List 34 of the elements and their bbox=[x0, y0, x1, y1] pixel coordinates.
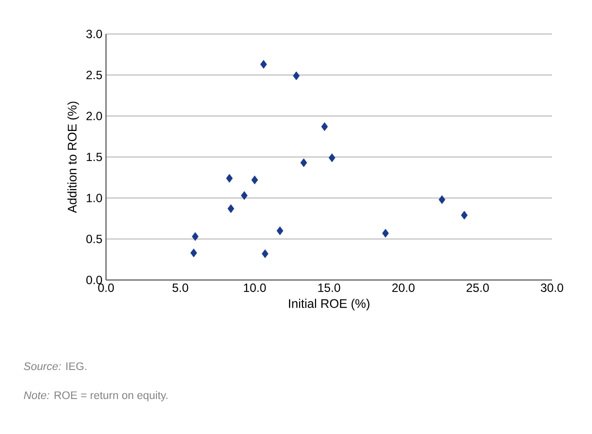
point bbox=[262, 249, 268, 258]
point bbox=[192, 232, 199, 241]
x-tick-label: 30.0 bbox=[540, 284, 564, 292]
point bbox=[321, 122, 328, 132]
x-tick-label: 15.0 bbox=[318, 284, 340, 292]
x-tick-label: 10.0 bbox=[244, 284, 266, 292]
point bbox=[251, 176, 258, 184]
point bbox=[276, 226, 284, 236]
point bbox=[190, 248, 198, 258]
y-tick-label: 2.5 bbox=[86, 70, 102, 80]
x-tick-label: 5.0 bbox=[172, 284, 188, 292]
point bbox=[382, 228, 389, 238]
point bbox=[328, 153, 336, 162]
y-tick-label: 1.0 bbox=[86, 194, 102, 202]
point bbox=[226, 174, 233, 183]
x-tick-label: 0.0 bbox=[98, 284, 114, 292]
y-tick-label: 3.0 bbox=[86, 30, 102, 38]
text: Note: ROE = return on equity. bbox=[24, 391, 168, 402]
point bbox=[228, 204, 234, 214]
point bbox=[292, 71, 300, 80]
point bbox=[300, 158, 308, 168]
x-axis-title: Initial ROE (%) bbox=[288, 298, 370, 310]
point bbox=[240, 191, 248, 200]
point bbox=[460, 210, 468, 220]
y-tick-label: 0.5 bbox=[86, 234, 102, 244]
point bbox=[260, 60, 267, 69]
y-axis-title: Addition to ROE (%) bbox=[67, 102, 80, 214]
text: Source: IEG. bbox=[24, 362, 86, 370]
x-tick-label: 25.0 bbox=[466, 284, 489, 292]
y-tick-label: 1.5 bbox=[86, 152, 102, 162]
x-tick-label: 20.0 bbox=[392, 284, 415, 292]
y-tick-label: 0.0 bbox=[86, 276, 102, 284]
point bbox=[438, 195, 446, 204]
y-tick-label: 2.0 bbox=[86, 112, 102, 120]
